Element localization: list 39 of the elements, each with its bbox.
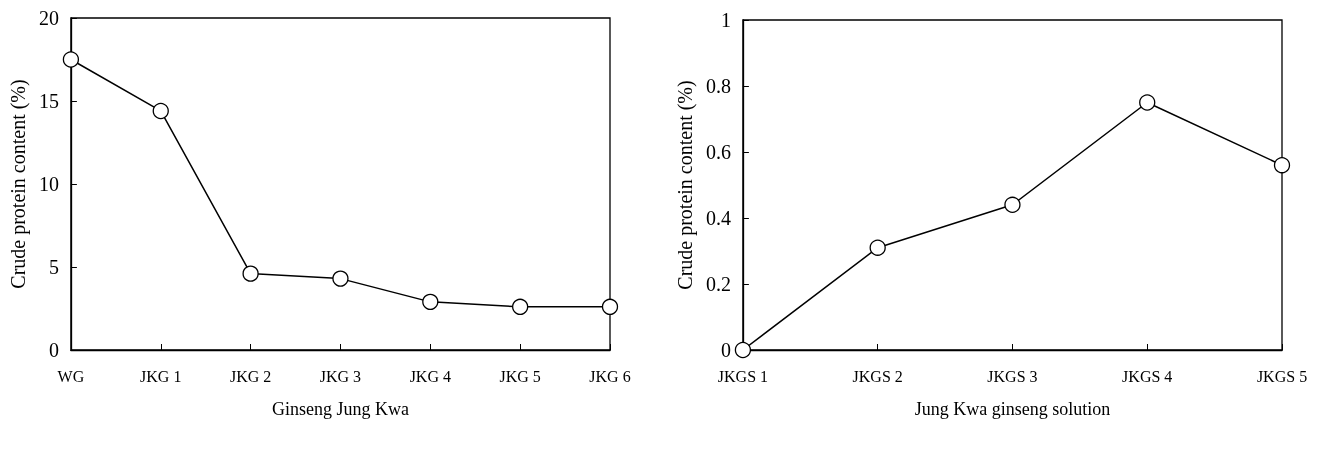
- x-tick-label: JKG 6: [589, 367, 631, 385]
- point: [422, 293, 439, 311]
- point: [869, 239, 886, 256]
- y-tick-label: 20: [38, 7, 59, 29]
- point: [601, 298, 619, 315]
- point: [332, 270, 349, 287]
- point: [152, 102, 169, 120]
- x-tick-label: JKG 5: [499, 367, 541, 385]
- y-tick-label: 0.2: [705, 273, 731, 295]
- x-tick-label: WG: [57, 367, 85, 385]
- point: [1139, 94, 1156, 111]
- point: [242, 265, 259, 282]
- point: [734, 341, 752, 359]
- y-tick-label: 0.4: [705, 207, 731, 229]
- x-tick-label: JKGS 1: [717, 367, 769, 385]
- y-tick-label: 0: [48, 339, 59, 361]
- point: [62, 51, 80, 68]
- y-tick-label: 10: [38, 173, 59, 195]
- y-tick-label: 5: [48, 256, 59, 278]
- y-tick-label: 1: [720, 9, 731, 31]
- y-tick-label: 0.8: [705, 75, 731, 97]
- x-axis-title: Ginseng Jung Kwa: [271, 399, 409, 419]
- x-axis-title: Jung Kwa ginseng solution: [914, 399, 1111, 419]
- x-tick-label: JKGS 2: [852, 367, 903, 385]
- x-tick-label: JKG 1: [140, 367, 182, 385]
- y-tick-label: 0: [720, 339, 731, 361]
- y-axis-title: Crude protein content (%): [674, 80, 697, 290]
- y-axis-title: Crude protein content (%): [7, 79, 30, 289]
- point: [1004, 196, 1021, 213]
- x-tick-label: JKG 3: [319, 367, 362, 385]
- x-tick-label: JKG 4: [409, 367, 451, 385]
- x-tick-label: JKGS 3: [987, 367, 1038, 385]
- x-tick-label: JKG 2: [229, 367, 272, 385]
- point: [1273, 157, 1291, 174]
- point: [512, 298, 529, 315]
- y-tick-label: 15: [38, 90, 59, 112]
- x-tick-label: JKGS 5: [1256, 367, 1308, 385]
- x-tick-label: JKGS 4: [1122, 367, 1173, 385]
- y-tick-label: 0.6: [705, 141, 731, 163]
